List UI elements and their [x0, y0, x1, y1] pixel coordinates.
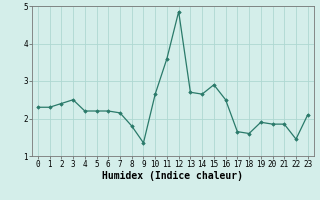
X-axis label: Humidex (Indice chaleur): Humidex (Indice chaleur) [102, 171, 243, 181]
